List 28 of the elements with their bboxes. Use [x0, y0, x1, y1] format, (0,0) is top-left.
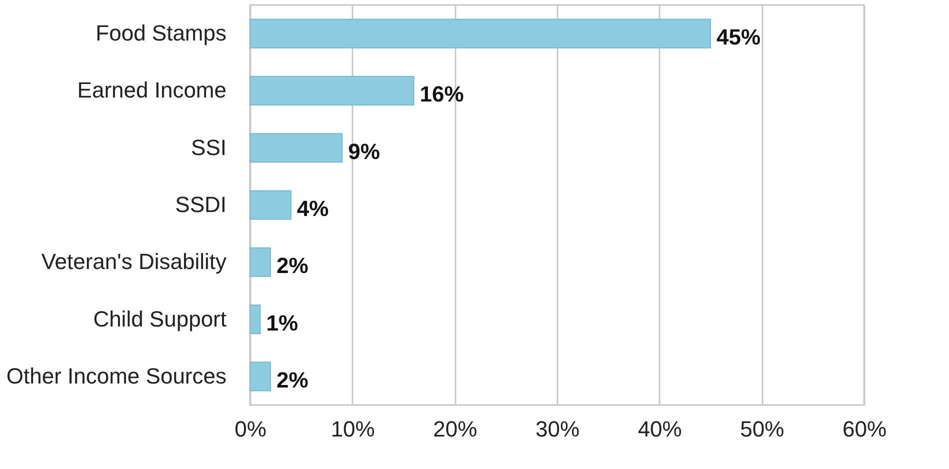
y-tick-label: Child Support: [93, 306, 226, 332]
data-label: 9%: [348, 138, 380, 164]
bar: [250, 76, 414, 106]
bar: [250, 362, 271, 392]
bar: [250, 190, 292, 220]
x-tick-label: 20%: [433, 416, 478, 442]
data-label: 2%: [276, 367, 308, 392]
data-label: 4%: [296, 196, 329, 221]
y-tick-label: SSDI: [175, 192, 226, 217]
x-tick-label: 40%: [638, 416, 682, 442]
x-tick-label: 0%: [234, 416, 266, 442]
data-label: 2%: [276, 253, 308, 278]
bar: [250, 304, 261, 334]
data-label: 1%: [266, 310, 298, 336]
bar: [250, 18, 711, 48]
x-tick-label: 60%: [842, 416, 887, 442]
y-tick-label: Other Income Sources: [6, 363, 226, 388]
x-tick-label: 10%: [330, 416, 375, 442]
bar: [250, 247, 271, 277]
y-tick-label: Food Stamps: [96, 20, 226, 46]
y-tick-label: Veteran's Disability: [41, 249, 226, 274]
y-tick-label: Earned Income: [77, 78, 226, 103]
bar: [250, 133, 343, 163]
x-tick-label: 30%: [535, 416, 580, 442]
x-tick-label: 50%: [740, 416, 784, 442]
y-tick-label: SSI: [191, 134, 226, 160]
data-label: 45%: [716, 24, 761, 50]
data-label: 16%: [420, 82, 464, 107]
